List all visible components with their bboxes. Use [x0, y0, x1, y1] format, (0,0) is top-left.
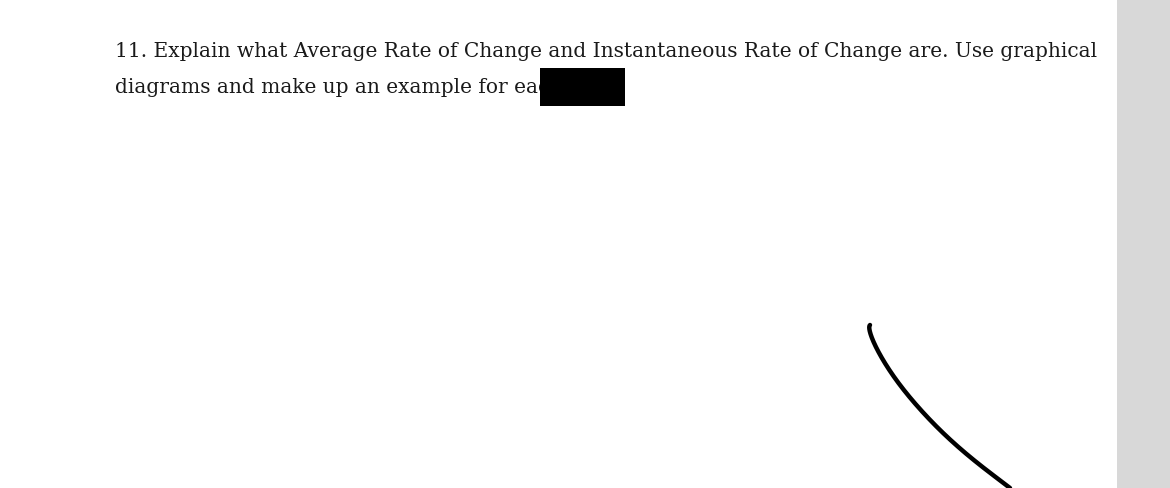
Text: diagrams and make up an example for each case.: diagrams and make up an example for each…: [115, 78, 620, 97]
Text: 11. Explain what Average Rate of Change and Instantaneous Rate of Change are. Us: 11. Explain what Average Rate of Change …: [115, 42, 1097, 61]
Bar: [541, 68, 625, 106]
